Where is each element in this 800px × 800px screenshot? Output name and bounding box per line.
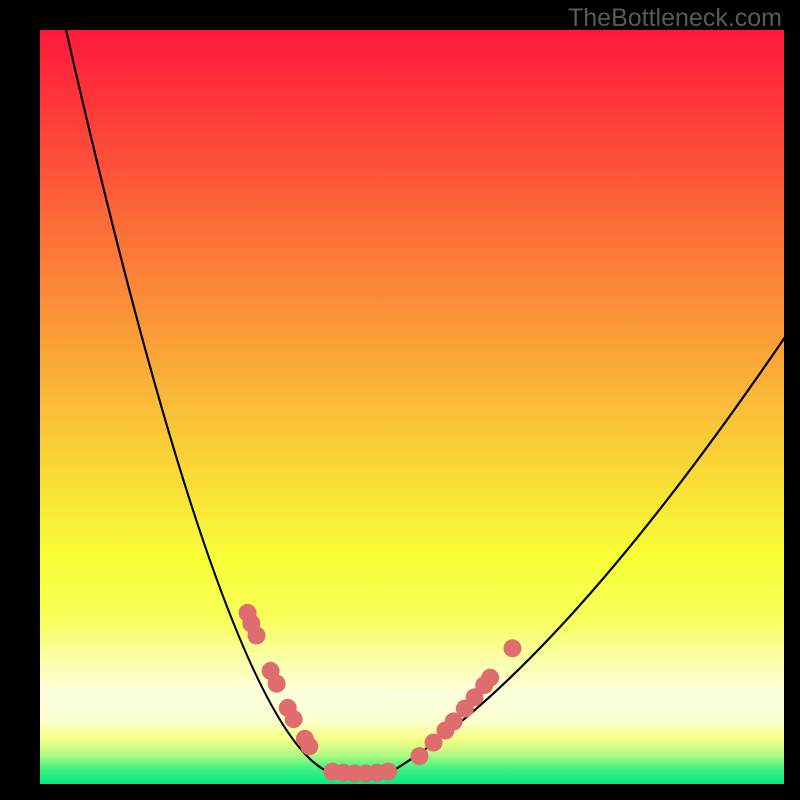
chart-root: TheBottleneck.com	[0, 0, 800, 800]
watermark-text: TheBottleneck.com	[568, 4, 782, 33]
curve-marker	[268, 675, 286, 693]
gradient-background	[40, 30, 784, 784]
bottleneck-chart	[40, 30, 784, 784]
curve-marker	[300, 737, 318, 755]
curve-marker	[285, 710, 303, 728]
curve-marker	[379, 763, 397, 781]
curve-marker	[481, 669, 499, 687]
curve-marker	[503, 639, 521, 657]
curve-marker	[410, 747, 428, 765]
curve-marker	[248, 626, 266, 644]
